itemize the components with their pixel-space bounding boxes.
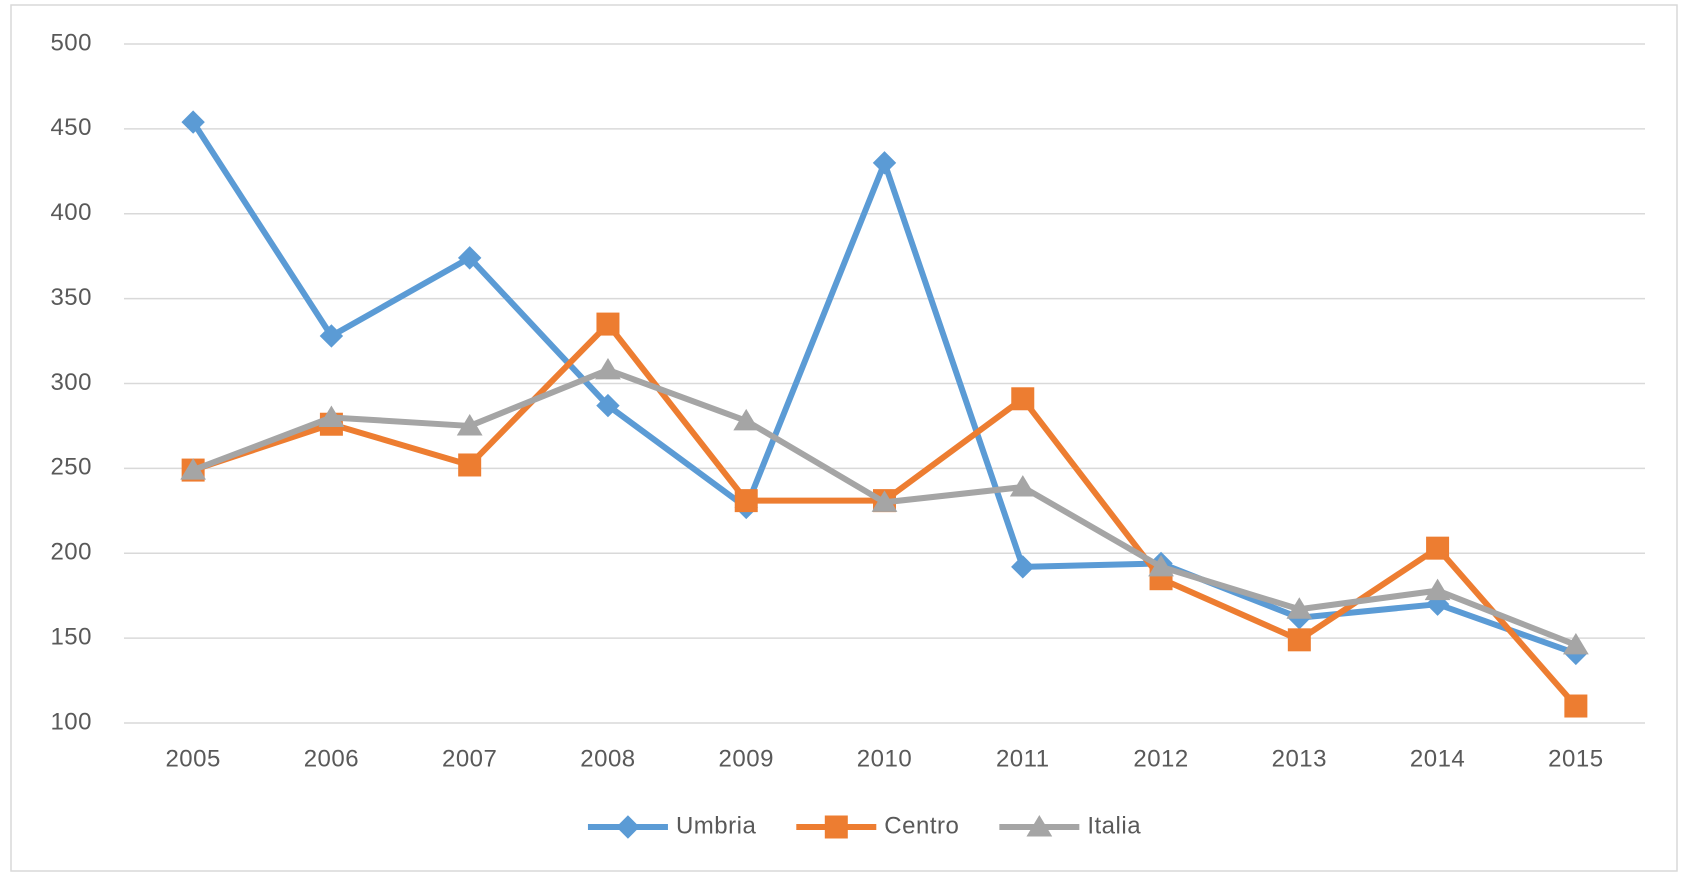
marker — [181, 110, 205, 134]
marker — [1009, 475, 1036, 497]
chart-border — [10, 4, 1678, 872]
marker — [1011, 387, 1035, 411]
x-tick-label: 2011 — [996, 745, 1050, 772]
x-tick-label: 2013 — [1272, 745, 1327, 772]
marker — [616, 815, 640, 839]
legend: Umbria Centro Italia — [587, 812, 1141, 839]
y-tick-label: 200 — [50, 539, 92, 566]
y-tick-label: 450 — [50, 114, 92, 141]
marker — [1148, 554, 1174, 577]
legend-label: Centro — [884, 812, 959, 839]
marker — [1011, 555, 1035, 579]
marker — [734, 489, 758, 513]
marker — [319, 324, 344, 348]
marker — [458, 453, 482, 477]
y-tick-label: 100 — [50, 708, 92, 735]
x-tick-label: 2015 — [1548, 745, 1603, 772]
marker — [1026, 815, 1053, 837]
marker — [1562, 632, 1589, 655]
legend-label: Umbria — [676, 812, 756, 839]
marker — [733, 408, 760, 431]
y-tick-label: 500 — [50, 29, 92, 56]
x-tick-label: 2008 — [580, 745, 635, 772]
marker — [457, 246, 482, 270]
x-tick-label: 2012 — [1133, 745, 1188, 772]
marker — [456, 413, 483, 436]
marker — [1564, 694, 1588, 718]
x-tick-label: 2005 — [165, 745, 220, 772]
x-tick-label: 2007 — [442, 745, 497, 772]
marker — [1286, 597, 1313, 619]
marker — [824, 815, 848, 839]
marker — [872, 151, 897, 175]
x-tick-label: 2009 — [719, 745, 774, 772]
y-tick-label: 300 — [50, 369, 92, 396]
marker — [871, 490, 898, 512]
marker — [1287, 628, 1311, 652]
marker — [318, 405, 345, 427]
marker — [596, 393, 620, 418]
marker — [595, 357, 621, 380]
y-tick-label: 350 — [50, 284, 92, 311]
x-tick-label: 2006 — [304, 745, 359, 772]
marker — [1424, 578, 1451, 601]
x-tick-label: 2014 — [1410, 745, 1465, 772]
y-tick-label: 400 — [50, 199, 92, 226]
y-tick-label: 150 — [50, 623, 92, 650]
y-tick-label: 250 — [50, 454, 92, 481]
marker — [596, 312, 620, 336]
marker — [1426, 536, 1450, 560]
x-tick-label: 2010 — [857, 745, 912, 772]
marker — [180, 458, 207, 480]
legend-label: Italia — [1087, 812, 1141, 839]
